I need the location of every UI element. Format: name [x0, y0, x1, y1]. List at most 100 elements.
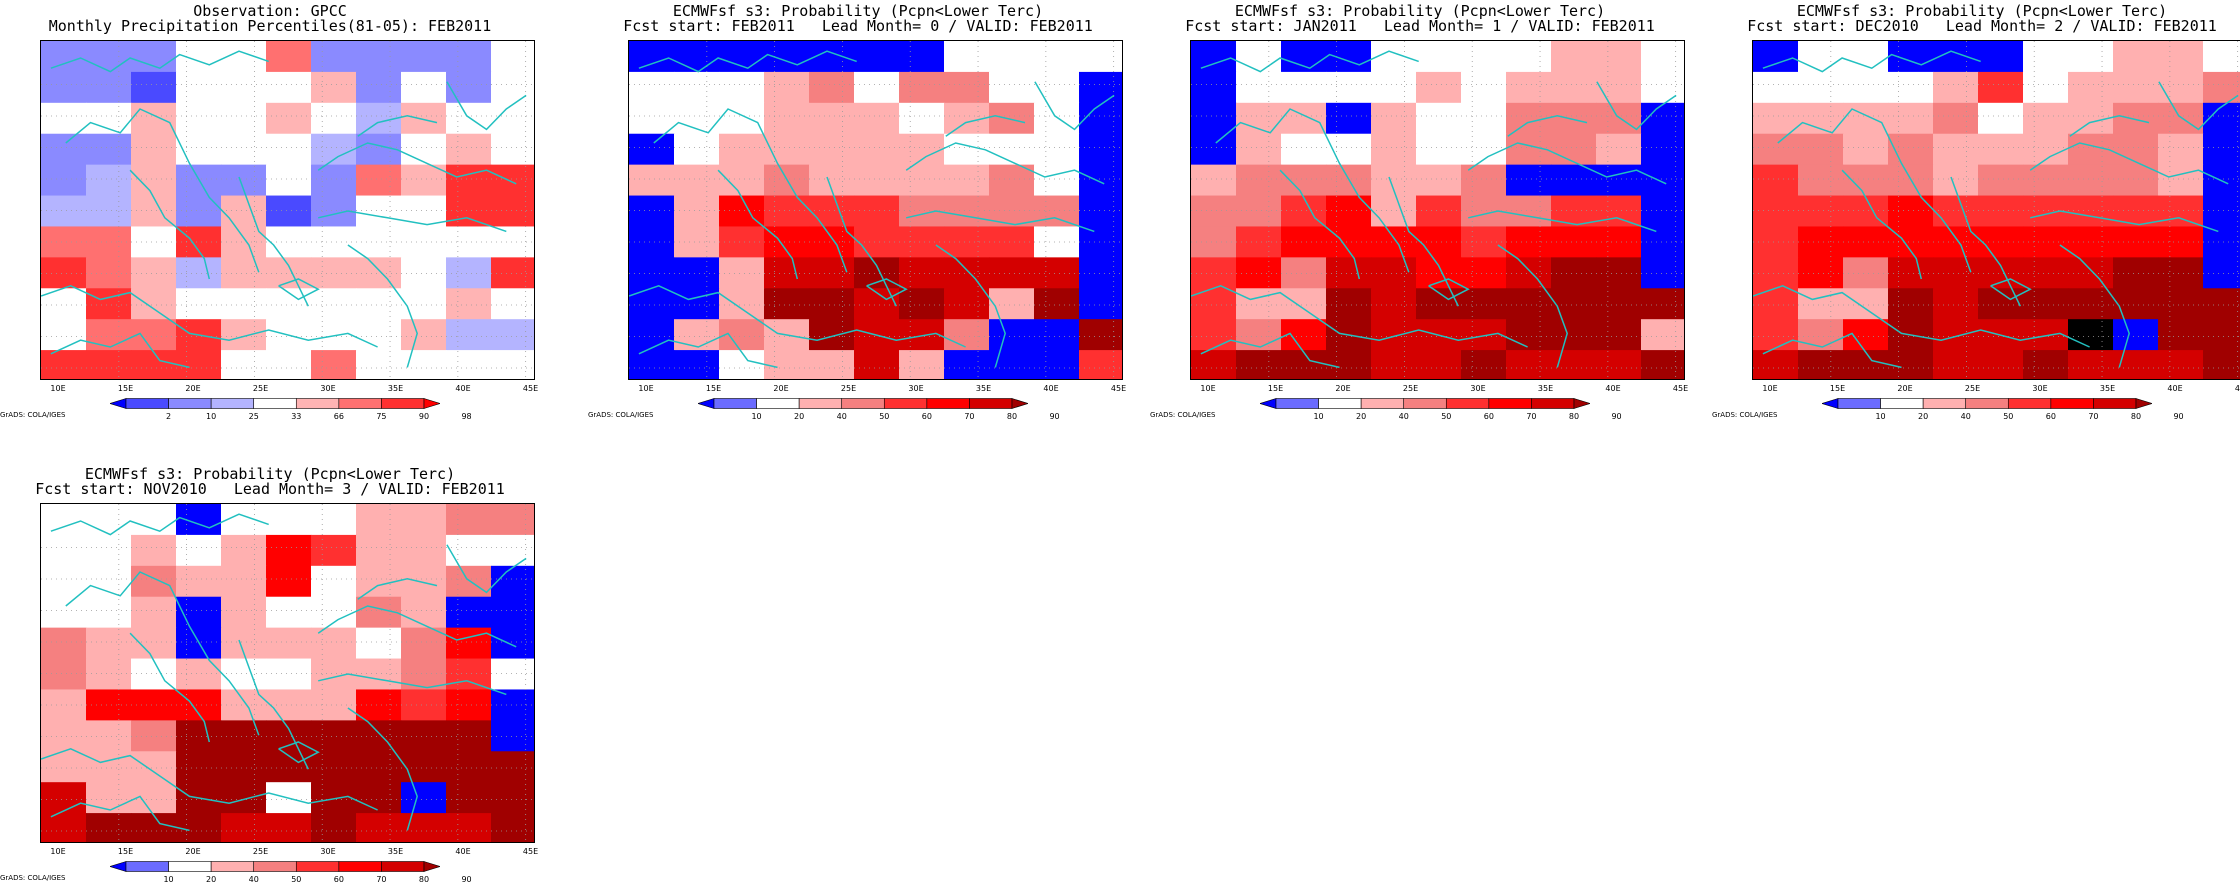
lon-label: 10E [50, 384, 66, 393]
grid-cell [131, 288, 177, 320]
grid-cell [491, 596, 534, 629]
grid-cell [1461, 319, 1507, 351]
grid-cell [764, 226, 810, 258]
grid-cell [401, 782, 447, 814]
colorbar-segment [168, 398, 212, 409]
grid-cell [719, 350, 765, 379]
grid-cell [266, 627, 312, 660]
grid-cell [2158, 226, 2204, 258]
grid-cell [674, 288, 720, 320]
grid-cell [446, 71, 492, 104]
lon-label: 15E [117, 847, 134, 856]
grid-cell [674, 226, 720, 258]
grid-cell [41, 350, 87, 379]
colorbar-tick: 33 [291, 412, 302, 421]
colorbar-tick: 98 [461, 412, 472, 421]
grid-cell [944, 226, 990, 258]
grid-cell [131, 102, 177, 135]
grid-cell [629, 257, 675, 289]
grid-cell [629, 319, 675, 351]
grid-cell [1933, 133, 1979, 166]
grid-cell [1933, 319, 1979, 351]
grid-cell [1281, 350, 1327, 379]
lon-label: 40E [2167, 384, 2183, 393]
lon-label: 45E [522, 384, 539, 393]
grid-cell [311, 504, 357, 536]
coastline [129, 169, 211, 280]
colorbar-segment [1573, 398, 1590, 409]
grid-cell [41, 195, 87, 227]
grid-cell [1281, 226, 1327, 258]
coastline [906, 210, 1095, 233]
grid-cell [401, 627, 447, 660]
grid-cell [809, 288, 855, 320]
grid-cell [764, 41, 810, 73]
lon-label: 35E [1537, 384, 1554, 393]
coastline [1507, 115, 1588, 137]
grid-cell [446, 257, 492, 289]
grid-cell [491, 534, 534, 567]
grid-cell [2113, 288, 2159, 320]
colorbar-segment [969, 398, 1013, 409]
grid-cell [2068, 164, 2114, 197]
grid-cell [131, 720, 177, 752]
grid-cell [1191, 257, 1237, 289]
grid-cell [401, 102, 447, 135]
panel-title: ECMWFsf s3: Probability (Pcpn<Lower Terc… [84, 465, 456, 483]
grid-cell [1798, 257, 1844, 289]
grid-cell [1371, 257, 1417, 289]
grid-cell [446, 658, 492, 690]
panel-subtitle: Fcst start: FEB2011 Lead Month= 0 / VALI… [623, 17, 1093, 35]
coastline [1777, 108, 1972, 273]
coastline [1200, 50, 1419, 73]
colorbar-tick: 70 [1526, 412, 1537, 421]
grid-cell [491, 288, 534, 320]
coastline [629, 284, 966, 348]
coastline [347, 707, 418, 831]
grid-cell [2023, 350, 2069, 379]
grid-cell [401, 133, 447, 166]
coastline [50, 50, 269, 73]
grid-cell [1753, 71, 1799, 104]
colorbar-segment [1822, 398, 1839, 409]
grid-cell [1506, 350, 1552, 379]
coastline [653, 108, 848, 273]
grid-cell [221, 319, 267, 351]
grid-cell [1798, 350, 1844, 379]
grid-cell [1236, 226, 1282, 258]
grid-cell [989, 164, 1035, 197]
grid-cell [2023, 226, 2069, 258]
grid-cell [266, 102, 312, 135]
grid-cell [86, 689, 132, 721]
grid-cell [1933, 350, 1979, 379]
grid-cell [311, 164, 357, 197]
grid-cell [401, 257, 447, 289]
grid-cell [1506, 41, 1552, 73]
grid-cell [1933, 195, 1979, 227]
colorbar-segment [125, 861, 169, 872]
grid-cell [1281, 257, 1327, 289]
grid-cell [1371, 195, 1417, 227]
grid-cell [86, 41, 132, 73]
grid-cell [1551, 41, 1597, 73]
grid-cell [221, 689, 267, 721]
grid-cell [1326, 195, 1372, 227]
grid-cell [899, 102, 945, 135]
grid-cell [629, 41, 675, 73]
coastline [318, 673, 507, 696]
grid-cell [674, 133, 720, 166]
grid-cell [1191, 164, 1237, 197]
grid-cell [266, 226, 312, 258]
grid-cell [809, 226, 855, 258]
grid-cell [1888, 41, 1934, 73]
grid-cell [1281, 164, 1327, 197]
coastline [1200, 332, 1340, 369]
grid-cell [1079, 319, 1122, 351]
grid-cell [674, 319, 720, 351]
grid-cell [1843, 288, 1889, 320]
lon-label: 35E [2099, 384, 2116, 393]
grid-cell [1281, 71, 1327, 104]
grid-cell [1034, 71, 1080, 104]
grid-cell [1371, 319, 1417, 351]
grid-cell [356, 720, 402, 752]
